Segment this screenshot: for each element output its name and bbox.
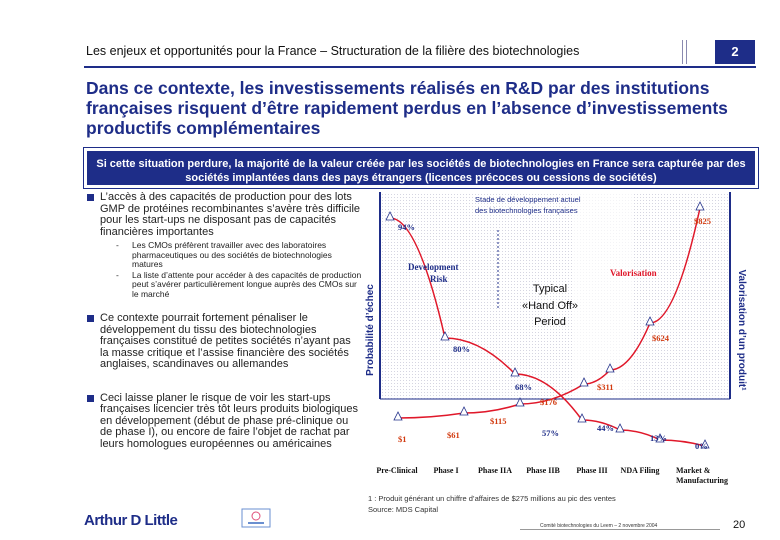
valuation-value-label: $311 [597,382,614,392]
valuation-point-marker [459,406,469,416]
company-logo: Arthur D Little [84,512,178,529]
bullet-square-icon [87,194,94,201]
valuation-point-marker [645,316,655,326]
valuation-point-marker [515,397,525,407]
section-number-badge: 2 [715,40,755,64]
annotation-hand-off: «Hand Off» [522,300,578,312]
valuation-value-label: $825 [694,216,711,226]
sub-bullet-item: - Les CMOs préfèrent travailler avec des… [116,240,332,269]
risk-point-marker [700,439,710,449]
header-underline [84,66,756,68]
footer-divider [520,529,720,530]
header-divider [686,40,687,64]
x-tick-label: Phase I [433,466,458,475]
risk-value-label: 57% [542,428,559,438]
bullet-text: Ceci laisse planer le risque de voir les… [100,391,359,450]
slide-title: Dans ce contexte, les investissements ré… [86,78,728,138]
plot-area [380,192,730,399]
risk-value-label: 0% [695,441,708,451]
header-divider [682,40,683,64]
valuation-point-marker [579,377,589,387]
y-axis-right-label: Valorisation d’un produit¹ [736,269,747,391]
y-axis-left-label: Probabilité d’échec [365,284,376,376]
annotation-typical: Typical [533,283,567,295]
x-tick-label: Phase IIA [478,466,512,475]
risk-value-label: 44% [597,423,614,433]
risk-point-marker [655,433,665,443]
annotation-development-risk-2: Risk [430,274,448,284]
x-tick-label: Market & [676,466,711,475]
page-number: 20 [733,519,746,531]
bullet-square-icon [87,394,94,402]
key-message-banner: Si cette situation perdure, la majorité … [83,147,759,189]
valuation-value-label: $624 [652,333,670,343]
valuation-value-label: $1 [398,434,407,444]
annotation-period: Period [534,316,566,328]
risk-point-marker [385,211,395,221]
header-title: Les enjeux et opportunités pour la Franc… [86,44,580,58]
risk-point-marker [510,367,520,377]
x-tick-label: Manufacturing [676,476,728,485]
bullet-item: Ce contexte pourrait fortement pénaliser… [86,312,362,371]
footnote: 1 : Produit générant un chiffre d’affair… [368,493,616,515]
footer-note: Comité biotechnologies du Leem – 2 novem… [540,523,658,529]
risk-point-marker [440,331,450,341]
valuation-point-marker [605,363,615,373]
sub-bullet-text: Les CMOs préfèrent travailler avec des l… [132,240,332,269]
partner-logo-icon [241,508,271,528]
valuation-point-marker [695,201,705,211]
risk-point-marker [577,413,587,423]
sub-bullet-text: La liste d’attente pour accéder à des ca… [132,269,362,299]
bullet-text: Ce contexte pourrait fortement pénaliser… [100,312,351,370]
x-tick-label: Pre-Clinical [376,466,418,475]
bullet-item: Ceci laisse planer le risque de voir les… [86,391,362,451]
risk-valuation-chart: Probabilité d’échec Valorisation d’un pr… [365,192,747,485]
valuation-value-label: $61 [447,430,460,440]
valuation-point-marker [393,411,403,421]
risk-value-label: 80% [453,344,470,354]
x-tick-label: Phase IIB [526,466,560,475]
bullet-text: L’accès à des capacités de production po… [100,191,361,238]
risk-value-label: 94% [398,222,415,232]
sub-bullet-item: - La liste d’attente pour accéder à des … [116,269,362,299]
stage-note-line1: Stade de développement actuel [475,195,581,204]
source-line: Source: MDS Capital [368,505,439,514]
bullet-item: L’accès à des capacités de production po… [86,191,362,238]
annotation-development-risk-1: Development [408,262,459,272]
risk-value-label: 68% [515,382,532,392]
annotation-valorisation: Valorisation [610,268,657,278]
hand-off-band [572,194,634,399]
bullet-square-icon [87,315,94,322]
x-tick-label: Phase III [576,466,607,475]
footnote-line: 1 : Produit générant un chiffre d’affair… [368,494,616,503]
stage-note-line2: des biotechnologies françaises [475,206,578,215]
x-tick-label: NDA Filing [621,466,660,475]
valuation-value-label: $176 [540,397,557,407]
risk-point-marker [615,423,625,433]
valuation-value-label: $115 [490,416,507,426]
bullet-list: L’accès à des capacités de production po… [86,191,362,453]
risk-value-label: 13% [650,433,667,443]
